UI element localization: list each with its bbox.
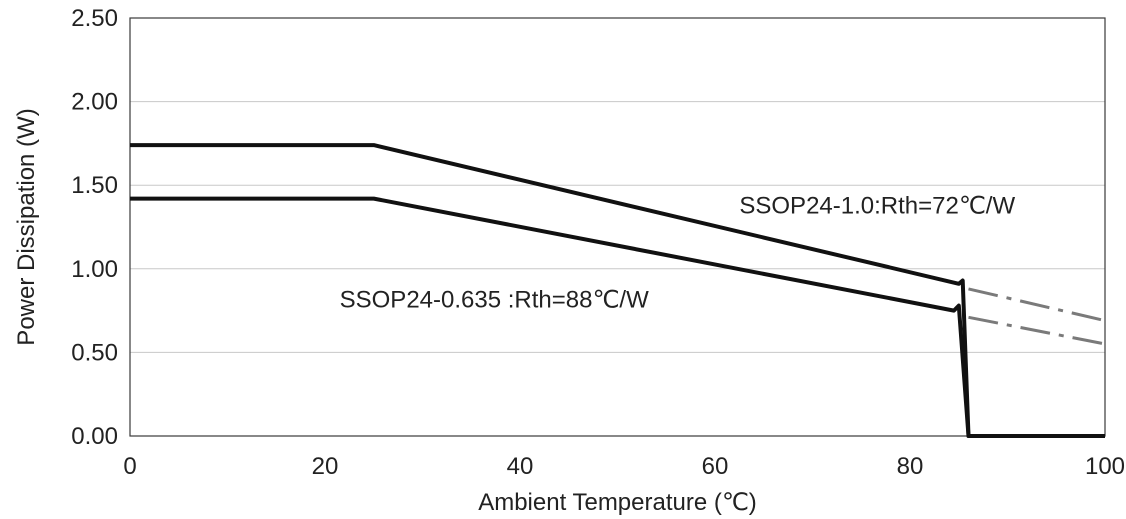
series-extension-dashed-line — [968, 315, 1106, 346]
series-line — [130, 196, 1105, 438]
y-tick-label: 1.00 — [71, 256, 118, 283]
series-group — [130, 143, 1106, 438]
x-tick-labels: 0 20 40 60 80 100 — [123, 453, 1125, 480]
y-axis-label: Power Dissipation (W) — [13, 108, 40, 345]
series-annotation: SSOP24-1.0:Rth=72℃/W — [739, 193, 1015, 220]
x-tick-label: 80 — [897, 453, 924, 480]
grid-lines — [130, 17, 1105, 437]
x-tick-label: 0 — [123, 453, 136, 480]
y-tick-labels: 0.00 0.50 1.00 1.50 2.00 2.50 — [71, 5, 118, 450]
series-annotation: SSOP24-0.635 :Rth=88℃/W — [340, 286, 649, 313]
annotations: SSOP24-1.0:Rth=72℃/W SSOP24-0.635 :Rth=88… — [340, 193, 1016, 314]
x-axis-label: Ambient Temperature (℃) — [478, 489, 757, 516]
y-tick-label: 0.50 — [71, 339, 118, 366]
plot-frame — [129, 17, 1106, 437]
y-tick-label: 2.00 — [71, 89, 118, 116]
x-tick-label: 40 — [507, 453, 534, 480]
x-tick-label: 20 — [312, 453, 339, 480]
series-extension-dashed-line — [968, 287, 1106, 323]
y-tick-label: 1.50 — [71, 172, 118, 199]
x-tick-label: 60 — [702, 453, 729, 480]
x-tick-label: 100 — [1085, 453, 1125, 480]
y-tick-label: 0.00 — [71, 423, 118, 450]
y-tick-label: 2.50 — [71, 5, 118, 32]
